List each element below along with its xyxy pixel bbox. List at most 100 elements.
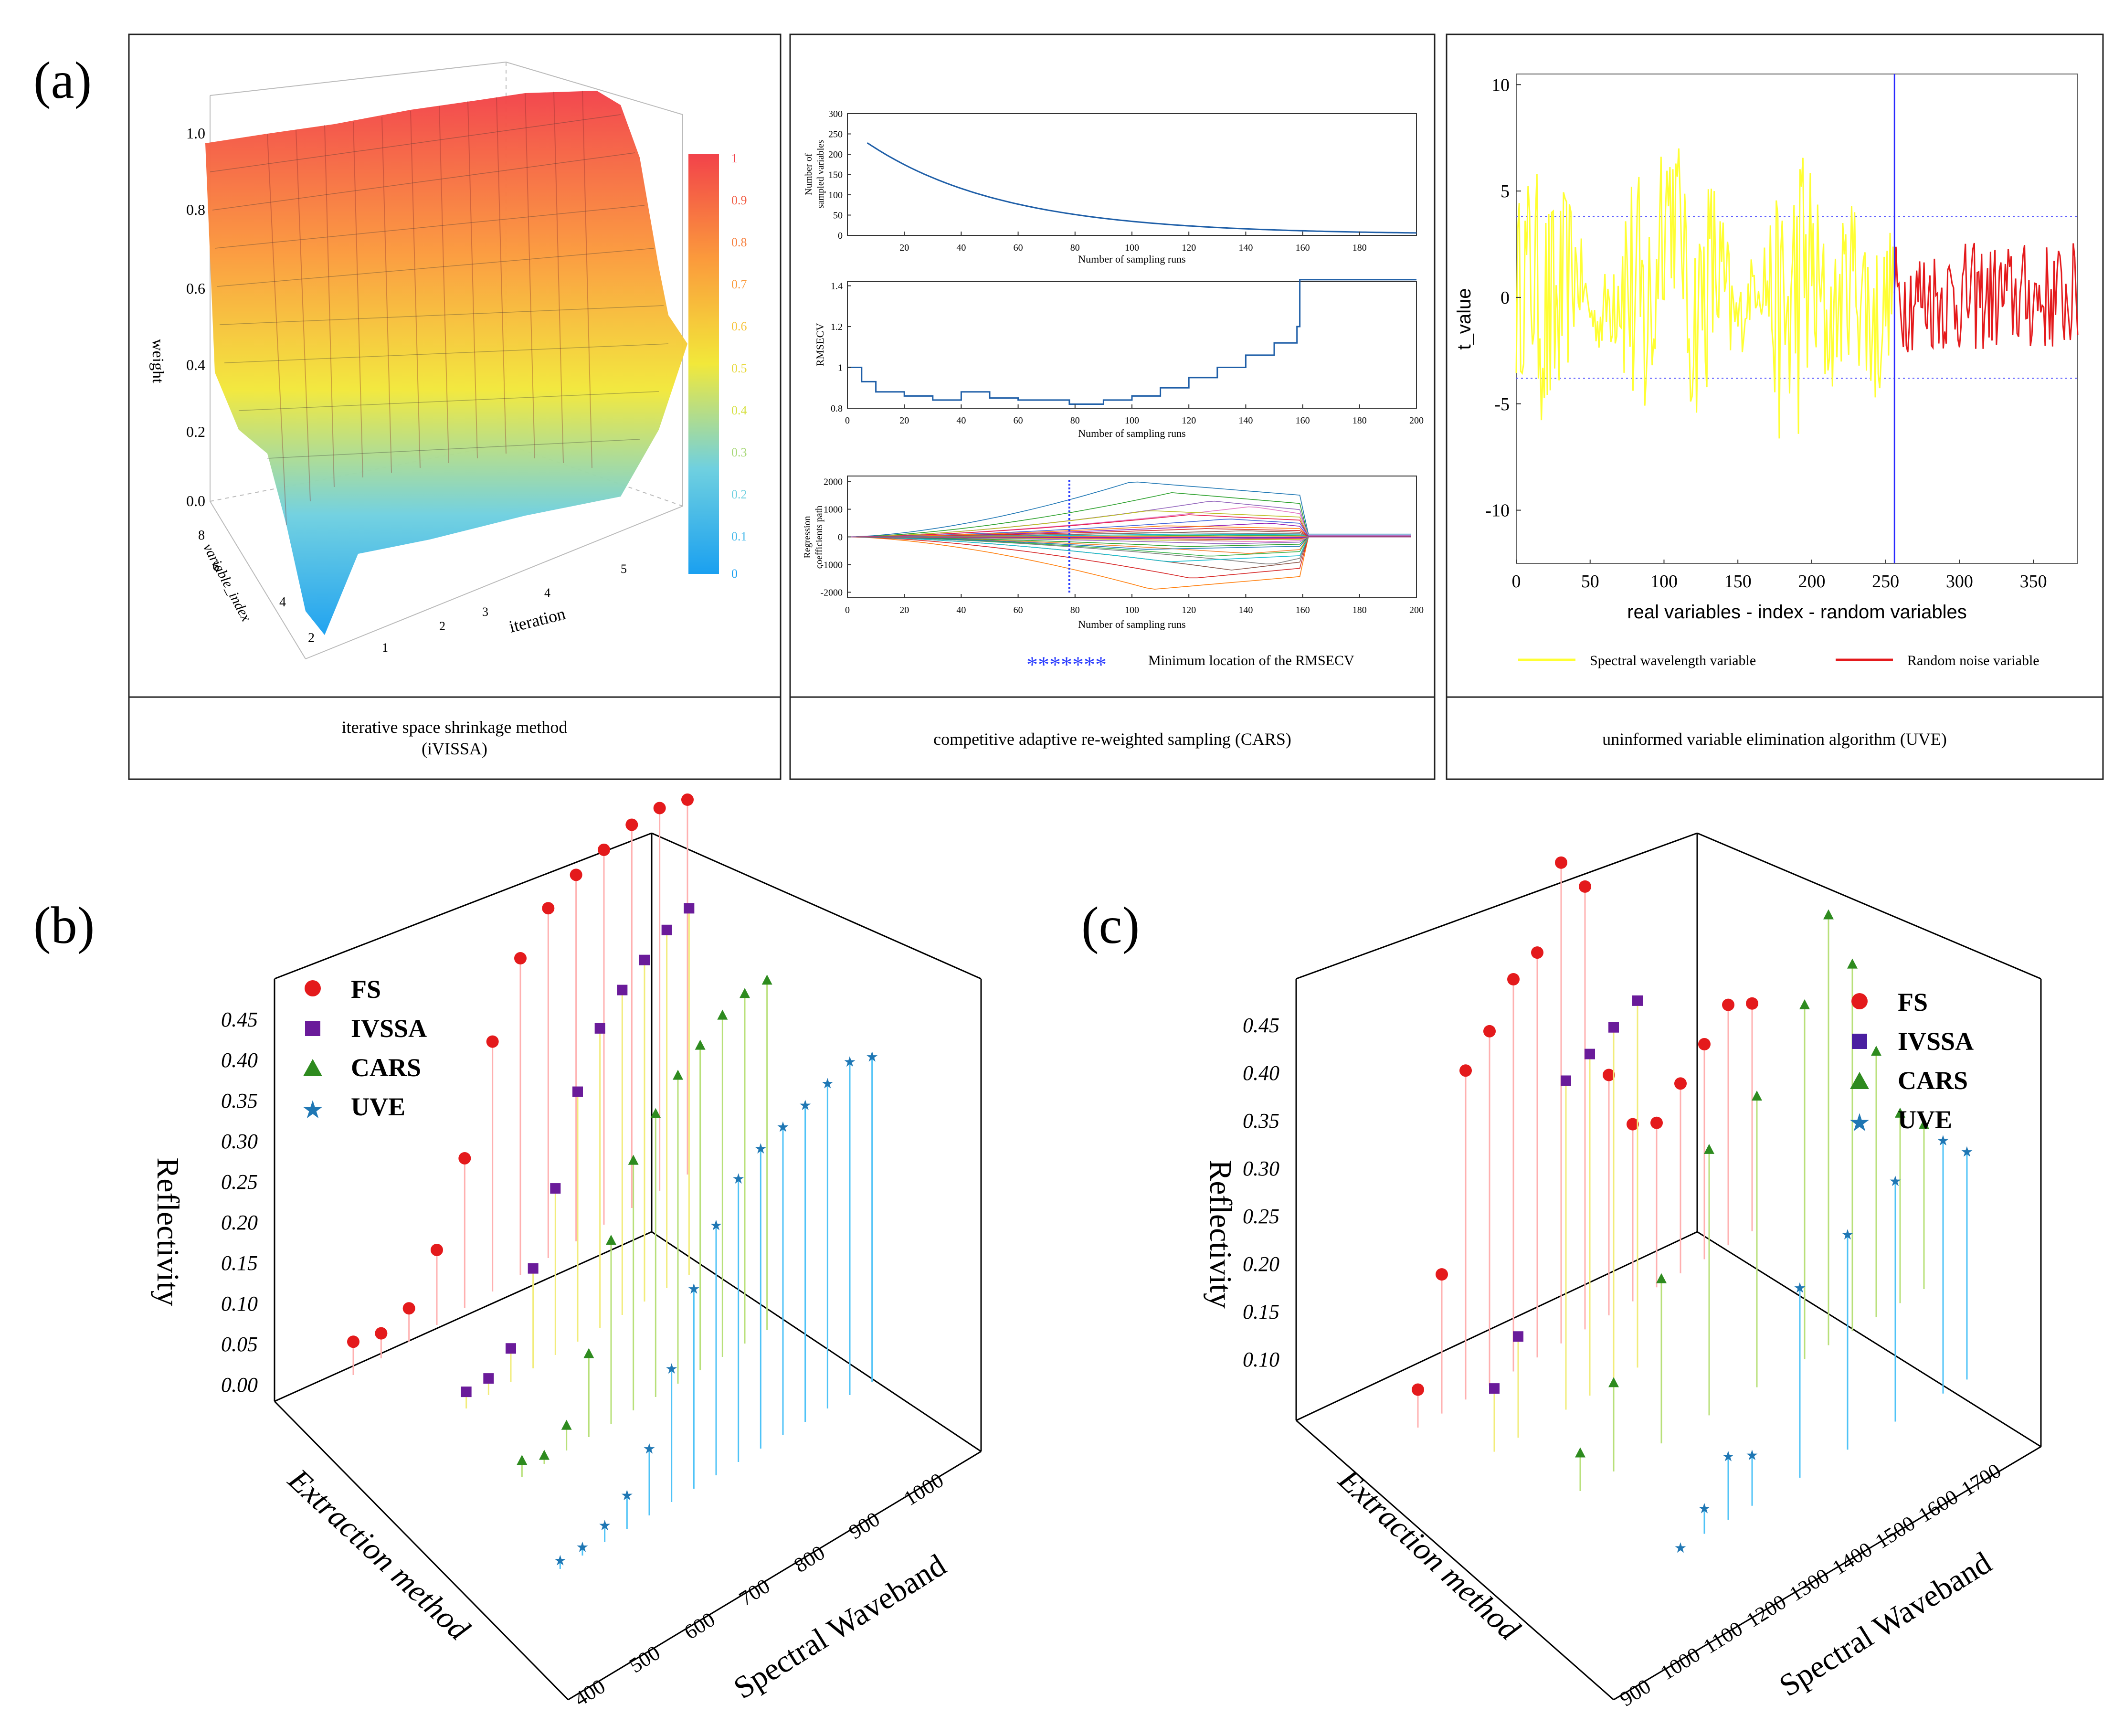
ivissa-colorbar-ticks: 1 0.9 0.8 0.7 0.6 0.5 0.4 0.3 0.2 0.1 0 [731,151,747,581]
swir-3d-box [1295,832,2042,1701]
uve-noise-line [1893,243,2079,352]
uve-xtick: 100 [1650,572,1678,592]
vnir-fs-point [347,1335,359,1348]
vnir-fs-point [653,802,666,815]
uve-xtick: 150 [1724,572,1752,592]
vnir-fs-point [375,1327,388,1340]
cars-sub1-xtick: 120 [1182,243,1196,253]
swir-ivssa-point [1489,1383,1500,1394]
cars-sub1-xtick: 20 [899,243,909,253]
swir-cars-point [1704,1143,1714,1154]
vnir-ztick: 0.05 [221,1333,258,1356]
cars-sub3-ytick: -2000 [820,587,843,598]
swir-xtick: 1700 [1957,1459,2005,1501]
vnir-cars-point [628,1154,639,1165]
swir-legend-uve-marker: ★ [1849,1111,1869,1135]
vnir-uve-point: ★ [621,1488,634,1503]
vnir-fs-point [681,793,694,806]
cars-sub3-ylabel-line2: coefficients path [814,506,824,569]
vnir-xlabel: Spectral Waveband [728,1547,952,1705]
vnir-legend-uve-marker: ★ [303,1098,322,1122]
cars-sub3-xtick: 60 [1014,605,1023,615]
vnir-ivssa-point [528,1263,539,1274]
ivissa-zticks: 1.0 0.8 0.6 0.4 0.2 0.0 [186,125,205,509]
vnir-ivssa-point [594,1023,605,1034]
ivissa-ztick: 0.0 [186,492,205,509]
swir-ivssa-point [1608,1022,1619,1033]
swir-fs-point [1650,1116,1663,1129]
vnir-ivssa-point [617,984,628,995]
cars-sub2-xtick: 100 [1125,415,1139,426]
cars-sub2-xtick: 180 [1353,415,1367,426]
vnir-legend-ivssa-label: IVSSA [351,1014,427,1043]
swir-fs-point [1483,1025,1496,1037]
cars-sub3-xtick: 80 [1070,605,1080,615]
cars-sub1-ytick: 150 [828,170,843,180]
colorbar-tick: 0.3 [731,445,747,459]
cars-sub3-xtick: 120 [1182,605,1196,615]
swir-xtick: 1600 [1914,1485,1962,1527]
vnir-legend-ivssa-marker [305,1021,320,1036]
swir-cars-point [1847,958,1858,969]
cars-sub2-xlabel: Number of sampling runs [1078,427,1185,439]
swir-legend-fs-marker [1851,993,1868,1009]
ivissa-ytick: 6 [212,559,219,574]
vnir-uve-point: ★ [821,1076,834,1092]
vnir-fs-point [625,818,638,831]
uve-legend: Spectral wavelength variable Random nois… [1518,653,2039,668]
swir-xtick: 1400 [1828,1537,1876,1579]
panel-label-a: (a) [33,51,92,109]
swir-ivssa-point [1632,995,1643,1006]
cars-sub2-xtick: 140 [1238,415,1253,426]
vnir-3d-plot: ★ ★ ★ ★ ★ ★ ★ ★ ★ ★ ★ ★ ★ ★ ★ 0.45 0.40 0.35 0.30 0.25… [150,793,982,1711]
ivissa-ztick: 0.2 [186,423,205,440]
swir-fs-point [1459,1064,1472,1077]
swir-cars-point [1656,1273,1667,1283]
swir-ztick: 0.10 [1243,1348,1279,1371]
swir-xtick: 1200 [1742,1590,1790,1632]
vnir-ivssa-point [483,1373,494,1384]
swir-ztick: 0.15 [1243,1300,1279,1323]
vnir-fs-point [542,902,555,915]
swir-legend-ivssa-label: IVSSA [1898,1027,1974,1056]
uve-caption: uninformed variable elimination algorith… [1602,730,1947,749]
cars-coefficient-path [847,506,1411,538]
ivissa-panel: iterative space shrinkage method (iVISSA… [128,33,782,780]
cars-sub3-xtick: 160 [1296,605,1310,615]
vnir-cars-point [650,1108,661,1118]
vnir-uve-point: ★ [754,1141,767,1157]
vnir-ztick: 0.20 [221,1211,258,1234]
vnir-fs-point [458,1152,471,1164]
uve-ylabel: t_value [1454,288,1475,350]
vnir-cars-point [673,1069,683,1080]
uve-legend-spectral-label: Spectral wavelength variable [1590,653,1756,668]
vnir-xtick: 400 [570,1674,609,1711]
cars-sub1-ytick: 300 [828,109,843,119]
swir-uve-point: ★ [1961,1144,1974,1160]
vnir-ztick: 0.30 [221,1130,258,1153]
cars-sampled-variables-line [867,142,1417,234]
vnir-uve-point: ★ [687,1281,700,1297]
cars-caption: competitive adaptive re-weighted samplin… [933,730,1291,749]
vnir-legend-fs-label: FS [351,975,381,1004]
vnir-uve-point: ★ [777,1119,790,1135]
cars-sub1-xtick: 180 [1353,243,1367,253]
swir-legend-cars-marker [1850,1072,1869,1089]
swir-fs-point [1722,998,1734,1011]
swir-ztick: 0.40 [1243,1061,1279,1085]
uve-ytick: 0 [1501,288,1510,308]
vnir-ivssa-point [506,1343,516,1354]
vnir-fs-point [402,1302,415,1315]
swir-uve-point: ★ [1841,1227,1854,1243]
cars-sub3-ylabel-line1: Regression [802,516,813,559]
swir-fs-point [1436,1268,1448,1281]
cars-sub1-xtick: 160 [1296,243,1310,253]
cars-coefficient-path [847,481,1411,538]
vnir-fs-point [431,1243,443,1256]
vnir-zticks: 0.45 0.40 0.35 0.30 0.25 0.20 0.15 0.10 … [221,1008,258,1397]
ivissa-xtick: 3 [482,605,488,619]
uve-ytick: -5 [1494,394,1510,414]
cars-sub3-ytick: 2000 [824,477,843,487]
vnir-uve-point: ★ [598,1518,611,1534]
colorbar-tick: 0.5 [731,361,747,375]
